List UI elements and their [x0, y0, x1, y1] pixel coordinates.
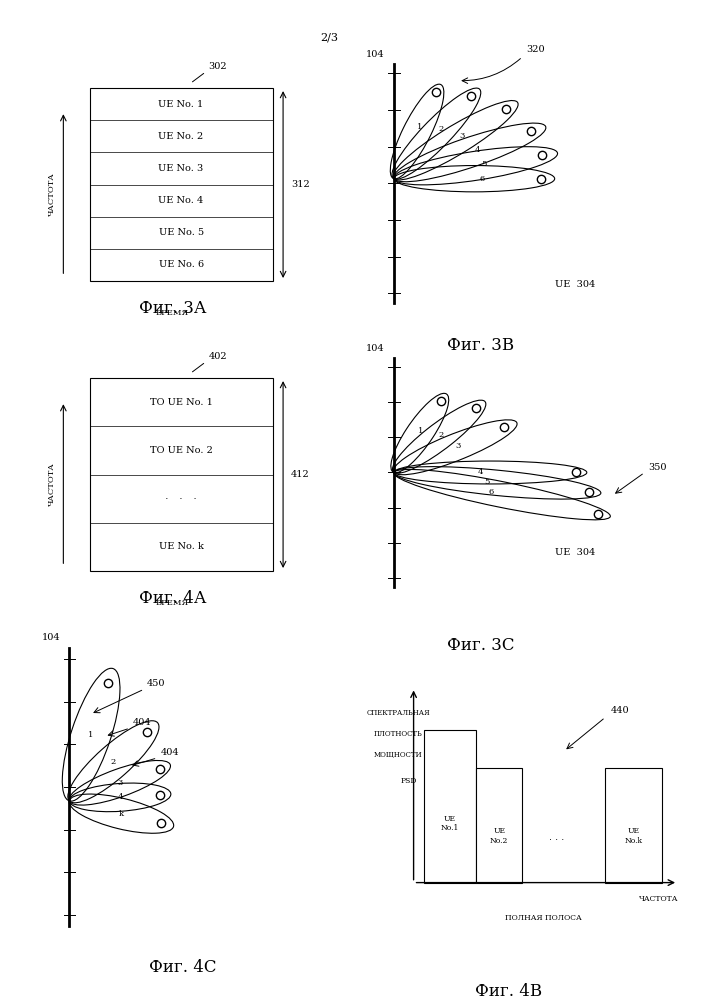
Text: 3: 3	[455, 442, 460, 450]
Text: 1: 1	[416, 123, 422, 131]
Text: Фиг. 4С: Фиг. 4С	[149, 959, 217, 976]
Text: UE No. k: UE No. k	[158, 542, 204, 551]
Text: ЧАСТОТА: ЧАСТОТА	[47, 462, 56, 506]
Text: 4: 4	[117, 793, 123, 801]
Text: UE
No.1: UE No.1	[440, 815, 459, 832]
Text: UE
No.2: UE No.2	[490, 827, 508, 845]
Text: МОЩНОСТИ: МОЩНОСТИ	[374, 751, 422, 759]
Text: 5: 5	[484, 478, 490, 486]
Text: ЧАСТОТА: ЧАСТОТА	[47, 172, 56, 216]
Text: ·   ·   ·: · · ·	[165, 494, 197, 504]
Text: СПЕКТРАЛЬНАЯ: СПЕКТРАЛЬНАЯ	[366, 709, 430, 717]
Bar	[605, 768, 662, 883]
Bar	[90, 378, 273, 571]
Bar	[476, 768, 522, 883]
Text: 1: 1	[88, 731, 94, 739]
Text: 2: 2	[438, 125, 443, 133]
Text: 404: 404	[133, 718, 151, 727]
Text: 2: 2	[111, 758, 116, 766]
Text: 440: 440	[611, 706, 629, 715]
Text: TO UE No. 2: TO UE No. 2	[150, 446, 213, 455]
Text: 1: 1	[418, 427, 423, 435]
Text: Фиг. 3В: Фиг. 3В	[448, 337, 514, 354]
Text: 5: 5	[481, 160, 486, 168]
Text: 412: 412	[291, 470, 310, 479]
Text: UE No. 1: UE No. 1	[158, 100, 204, 109]
Text: 350: 350	[648, 463, 667, 472]
Text: k: k	[119, 810, 124, 818]
Text: 104: 104	[366, 50, 385, 59]
Text: ЧАСТОТА: ЧАСТОТА	[638, 895, 678, 903]
Text: UE No. 6: UE No. 6	[158, 260, 204, 269]
Text: UE  304: UE 304	[555, 280, 595, 289]
Text: 3: 3	[459, 132, 464, 140]
Text: · · ·: · · ·	[549, 835, 563, 845]
Text: Фиг. 3А: Фиг. 3А	[139, 300, 207, 317]
Text: UE No. 3: UE No. 3	[158, 164, 204, 173]
Text: 104: 104	[42, 633, 61, 642]
Text: UE No. 5: UE No. 5	[158, 228, 204, 237]
Text: UE  304: UE 304	[555, 548, 595, 557]
Text: 3: 3	[117, 779, 122, 787]
Text: 312: 312	[291, 180, 310, 189]
Text: UE
No.k: UE No.k	[625, 827, 643, 845]
Text: 404: 404	[160, 748, 179, 757]
Text: 2: 2	[438, 431, 443, 439]
Text: UE No. 2: UE No. 2	[158, 132, 204, 141]
Text: ПЛОТНОСТЬ: ПЛОТНОСТЬ	[374, 730, 422, 738]
Text: 6: 6	[480, 175, 485, 183]
Bar	[90, 88, 273, 281]
Text: UE No. 4: UE No. 4	[158, 196, 204, 205]
Text: 320: 320	[526, 45, 544, 54]
Text: 104: 104	[366, 344, 385, 353]
Text: Фиг. 3С: Фиг. 3С	[447, 638, 515, 654]
Text: 4: 4	[474, 146, 480, 154]
Text: ПОЛНАЯ ПОЛОСА: ПОЛНАЯ ПОЛОСА	[505, 914, 582, 922]
Text: 4: 4	[478, 468, 484, 477]
Text: 450: 450	[147, 679, 165, 688]
Text: ВРЕМЯ: ВРЕМЯ	[156, 309, 189, 317]
Text: Фиг. 4А: Фиг. 4А	[139, 590, 207, 607]
Text: 302: 302	[209, 62, 227, 71]
Text: TO UE No. 1: TO UE No. 1	[150, 398, 213, 407]
Bar	[424, 730, 476, 883]
Text: ВРЕМЯ: ВРЕМЯ	[156, 599, 189, 607]
Text: 402: 402	[209, 352, 227, 361]
Text: Фиг. 4В: Фиг. 4В	[475, 983, 542, 1000]
Text: 6: 6	[489, 488, 494, 496]
Text: 2/3: 2/3	[320, 33, 338, 43]
Text: PSD: PSD	[400, 777, 416, 785]
